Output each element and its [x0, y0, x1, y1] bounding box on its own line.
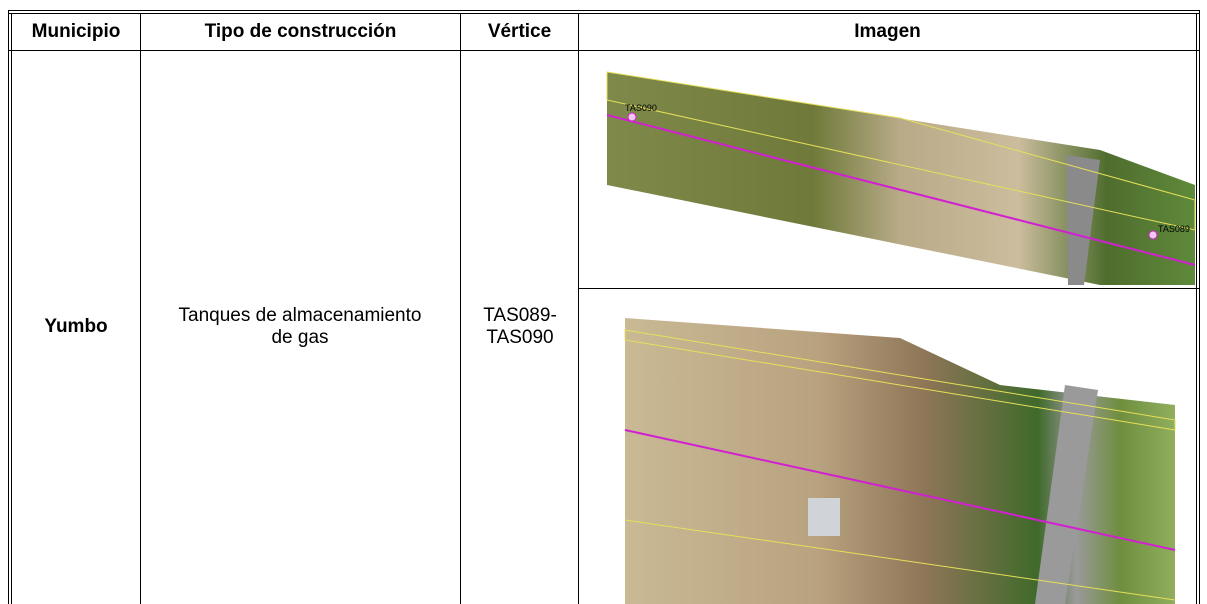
- aerial-image: TAS090 TAS089: [606, 71, 1196, 285]
- aerial-image: [624, 318, 1176, 604]
- pipeline: [606, 114, 1196, 266]
- border: [140, 13, 141, 604]
- vertex: [627, 112, 637, 122]
- municipio-cell: Yumbo: [44, 316, 108, 337]
- border: [8, 10, 1200, 11]
- header-cell: Municipio: [31, 21, 121, 42]
- border: [1196, 13, 1197, 604]
- border: [8, 13, 1200, 14]
- header-cell: Vértice: [487, 21, 552, 42]
- pipeline: [624, 429, 1176, 551]
- vertex-label: TAS089: [1158, 224, 1190, 234]
- vertice-cell: TAS089-TAS090: [483, 305, 557, 348]
- road: [1066, 155, 1100, 285]
- border: [578, 288, 1200, 289]
- photo: [625, 318, 1175, 604]
- vertex-label: TAS090: [625, 103, 657, 113]
- boundary: [624, 329, 1176, 431]
- header-cell: Imagen: [854, 21, 921, 42]
- header-cell: Tipo de construcción: [204, 21, 397, 42]
- photo: [607, 72, 1195, 285]
- vertex: [1148, 230, 1158, 240]
- border: [578, 13, 579, 604]
- boundary: [624, 519, 1176, 601]
- tipo-cell: Tanques de almacenamiento de gas: [178, 305, 422, 348]
- border: [11, 13, 12, 604]
- road: [1035, 385, 1098, 604]
- boundary: [606, 71, 1196, 231]
- building: [808, 498, 840, 536]
- border: [460, 13, 461, 604]
- border: [1199, 10, 1200, 604]
- border: [8, 50, 1200, 51]
- border: [8, 10, 9, 604]
